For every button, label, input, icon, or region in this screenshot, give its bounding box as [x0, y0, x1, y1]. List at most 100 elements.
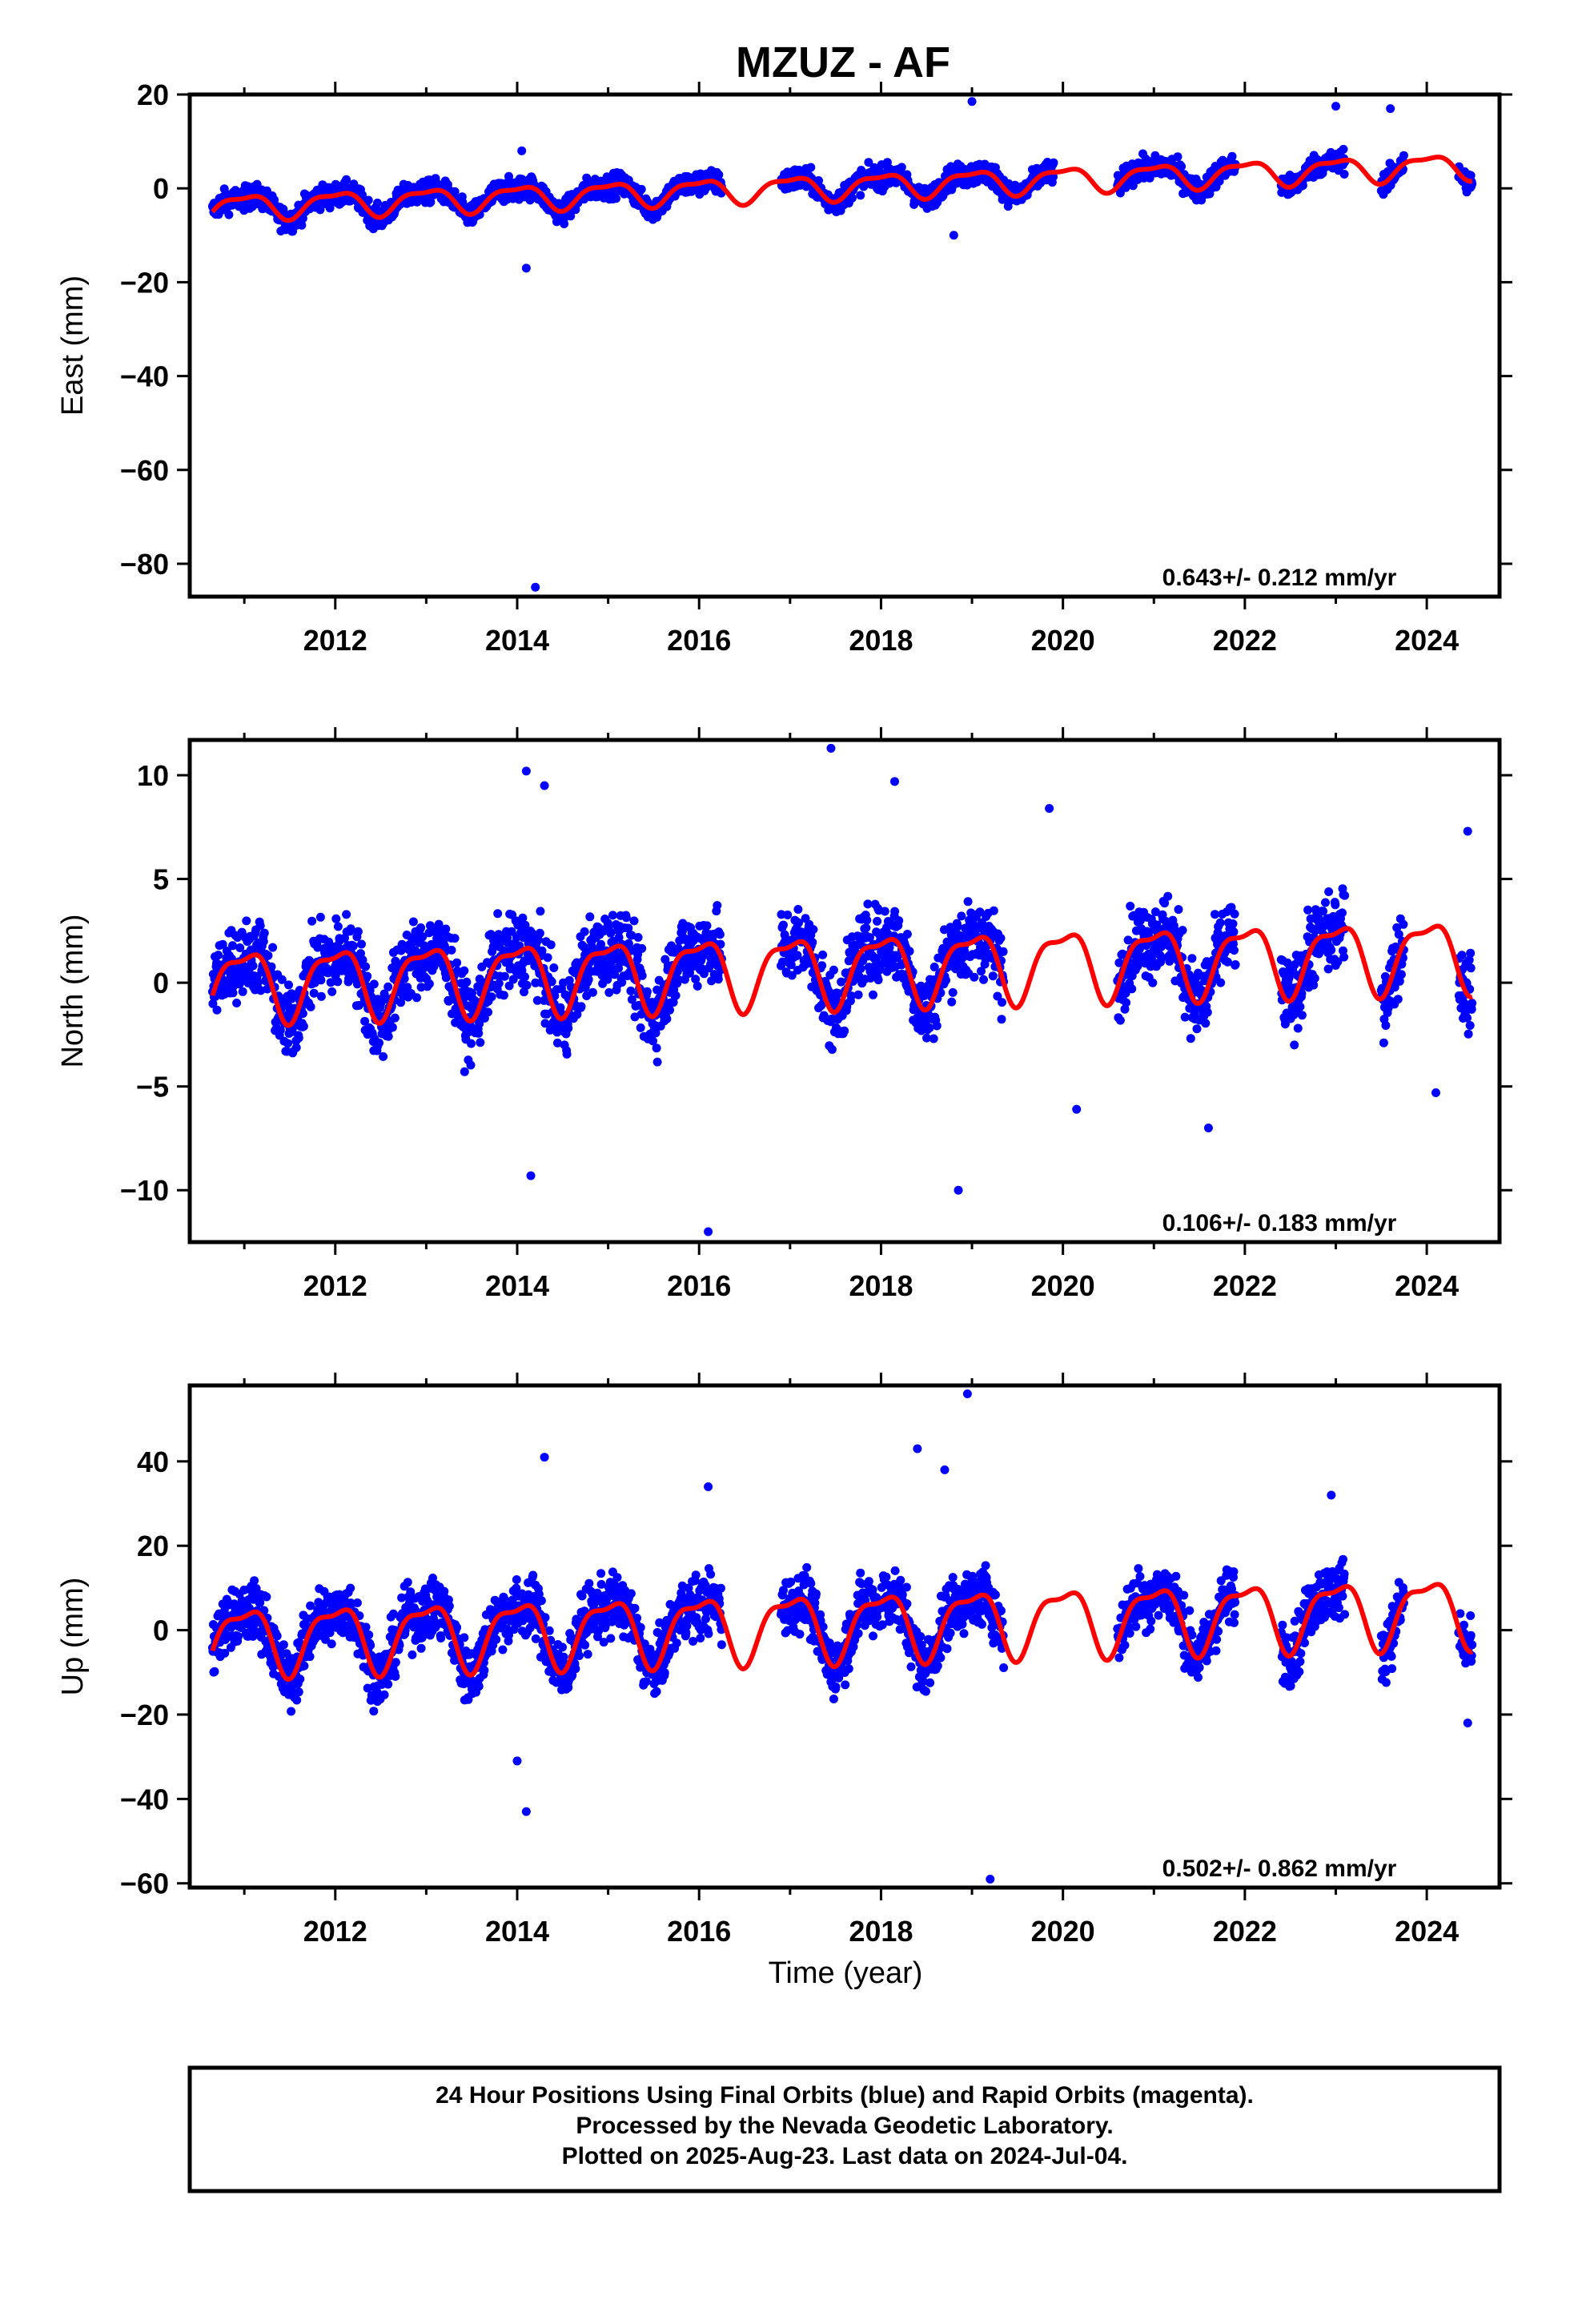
- x-tick-label: 2022: [1213, 624, 1277, 657]
- data-point: [1338, 908, 1347, 918]
- data-point: [847, 193, 857, 203]
- data-point: [636, 184, 646, 194]
- data-point: [1228, 919, 1238, 928]
- data-point: [1215, 918, 1225, 927]
- data-point: [1186, 1034, 1195, 1043]
- data-point: [873, 916, 882, 926]
- data-point: [224, 210, 234, 219]
- data-point: [294, 1033, 303, 1043]
- data-point: [930, 963, 939, 971]
- data-point: [1127, 984, 1137, 994]
- outlier-point: [949, 231, 958, 240]
- data-point: [806, 163, 816, 172]
- data-point: [450, 934, 460, 943]
- data-point: [275, 1026, 285, 1035]
- data-point: [1297, 1011, 1307, 1020]
- data-point: [571, 205, 580, 215]
- outlier-point: [521, 263, 531, 273]
- data-point: [1339, 144, 1348, 154]
- data-point: [1466, 171, 1476, 180]
- data-point: [522, 980, 532, 990]
- data-point: [268, 943, 278, 952]
- x-tick-label: 2012: [303, 624, 367, 657]
- data-point: [500, 971, 509, 981]
- x-tick-label: 2018: [849, 1269, 913, 1302]
- data-point: [346, 924, 355, 934]
- data-point: [948, 987, 958, 997]
- data-point: [621, 913, 631, 923]
- data-point: [856, 191, 865, 200]
- data-point: [208, 999, 218, 1008]
- velocity-annotation: 0.643+/- 0.212 mm/yr: [1162, 565, 1397, 591]
- data-point: [212, 1005, 222, 1015]
- outlier-point: [526, 1171, 536, 1180]
- data-point: [783, 911, 793, 919]
- data-point: [1148, 978, 1158, 987]
- data-point: [996, 934, 1006, 943]
- data-point: [537, 946, 547, 955]
- data-point: [242, 916, 251, 926]
- data-point: [474, 1028, 484, 1038]
- data-point: [1321, 898, 1330, 907]
- data-point: [383, 1031, 393, 1041]
- data-point: [210, 1667, 219, 1676]
- data-point: [652, 1057, 662, 1067]
- data-point: [1231, 960, 1240, 969]
- data-point: [1298, 181, 1307, 191]
- data-point: [360, 1016, 370, 1026]
- data-point: [1163, 891, 1173, 901]
- data-points: [207, 97, 1477, 592]
- data-point: [361, 962, 371, 971]
- data-point: [1177, 162, 1186, 171]
- y-tick-label: −5: [136, 1071, 169, 1104]
- data-point: [375, 1038, 383, 1047]
- data-point: [546, 940, 556, 950]
- data-point: [354, 1000, 363, 1010]
- outlier-point: [704, 1227, 713, 1236]
- data-point: [1468, 999, 1477, 1008]
- outlier-point: [826, 743, 836, 753]
- data-point: [856, 963, 865, 973]
- data-point: [400, 974, 409, 983]
- panel-up: 2012 2014 2016 2018 2020 2022 202440200−20−40−…: [56, 1373, 1512, 1948]
- y-tick-label: −40: [120, 360, 169, 393]
- data-point: [379, 1051, 388, 1061]
- outlier-point: [1203, 1124, 1213, 1132]
- data-point: [1381, 1021, 1391, 1030]
- data-point: [1293, 1023, 1303, 1033]
- outlier-point: [954, 1185, 963, 1195]
- data-point: [255, 921, 265, 931]
- data-point: [588, 987, 597, 997]
- data-point: [452, 958, 462, 967]
- data-point: [642, 987, 652, 996]
- data-point: [316, 991, 326, 1001]
- data-point: [408, 917, 418, 927]
- plot-frame: [187, 92, 1502, 599]
- data-point: [1466, 963, 1476, 973]
- data-point: [652, 1043, 661, 1053]
- x-tick-label: 2016: [667, 1269, 731, 1302]
- data-point: [897, 163, 906, 172]
- data-point: [1465, 1021, 1475, 1030]
- data-point: [390, 1013, 400, 1023]
- data-point: [358, 190, 367, 199]
- y-tick-label: 10: [137, 759, 169, 792]
- data-point: [869, 990, 877, 999]
- outlier-point: [517, 146, 527, 155]
- data-point: [997, 1015, 1006, 1024]
- data-point: [1227, 151, 1237, 161]
- data-point: [238, 987, 247, 996]
- data-point: [1290, 1040, 1299, 1050]
- y-tick-label: −10: [120, 1174, 169, 1207]
- data-point: [626, 986, 636, 995]
- outlier-point: [1386, 104, 1395, 114]
- y-tick-label: 5: [153, 863, 169, 896]
- data-point: [988, 971, 998, 981]
- outlier-point: [1072, 1104, 1082, 1114]
- x-tick-label: 2024: [1395, 1269, 1459, 1302]
- data-point: [411, 946, 420, 955]
- data-point: [1396, 970, 1406, 979]
- y-tick-label: −80: [120, 548, 169, 581]
- data-point: [504, 171, 513, 181]
